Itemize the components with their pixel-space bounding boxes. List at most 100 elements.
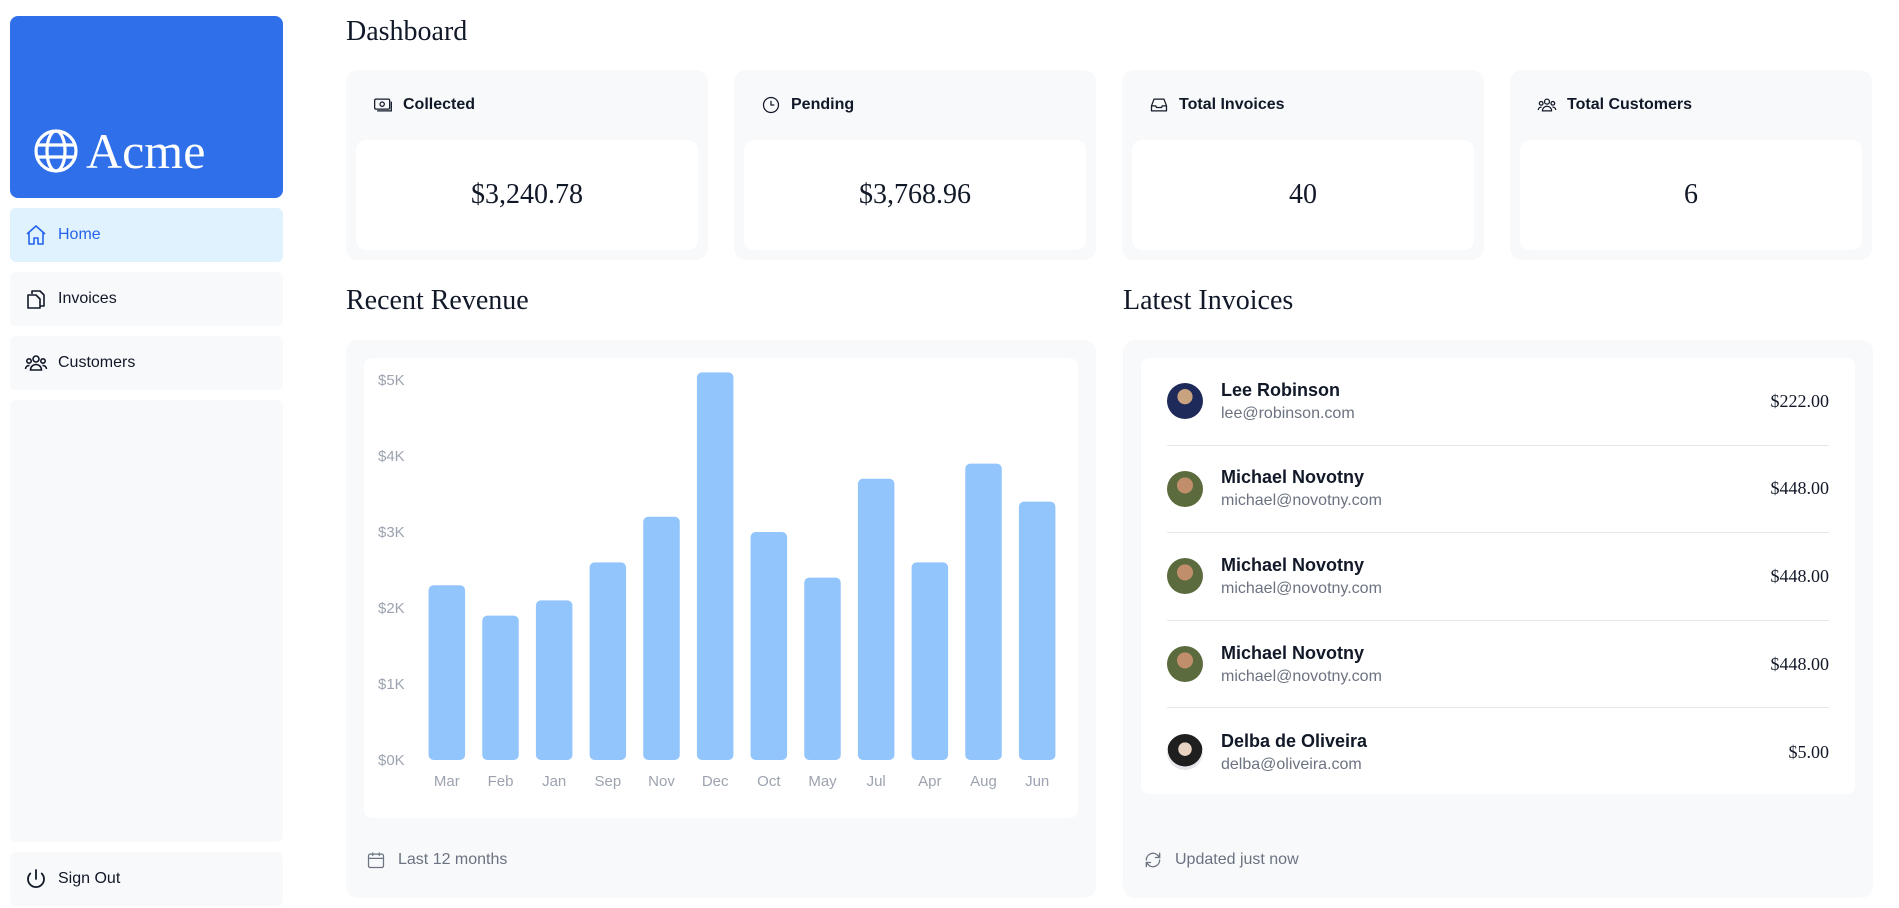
card-label: Total Invoices bbox=[1179, 96, 1285, 113]
sidebar: Acme Home Invoices Customers Sign Out bbox=[10, 16, 283, 906]
invoice-row[interactable]: Lee Robinson lee@robinson.com $222.00 bbox=[1167, 358, 1829, 446]
x-tick-label: Apr bbox=[918, 773, 941, 790]
revenue-bar bbox=[589, 562, 627, 760]
customer-name: Lee Robinson bbox=[1221, 379, 1341, 400]
card-label: Collected bbox=[403, 96, 476, 113]
summary-cards: Collected $3,240.78 Pending $3,768.96 To… bbox=[346, 70, 1872, 260]
user-group-icon bbox=[1537, 98, 1557, 112]
main-content: Dashboard Collected $3,240.78 Pending $3… bbox=[346, 0, 1876, 908]
document-duplicate-icon bbox=[27, 290, 45, 309]
revenue-bar bbox=[696, 372, 734, 760]
avatar bbox=[1167, 383, 1203, 420]
invoice-row[interactable]: Michael Novotny michael@novotny.com $448… bbox=[1167, 621, 1829, 709]
customer-name: Michael Novotny bbox=[1221, 467, 1365, 488]
invoices-footer: Updated just now bbox=[1143, 850, 1299, 870]
card-pending: Pending $3,768.96 bbox=[734, 70, 1096, 260]
avatar bbox=[1167, 558, 1203, 595]
x-tick-label: Aug bbox=[970, 773, 997, 790]
sidebar-item-label: Customers bbox=[58, 354, 136, 371]
revenue-bar bbox=[643, 516, 680, 760]
card-total-customers: Total Customers 6 bbox=[1510, 70, 1872, 260]
avatar bbox=[1167, 470, 1203, 507]
sidebar-item-home[interactable]: Home bbox=[10, 208, 283, 262]
revenue-bar bbox=[535, 600, 573, 760]
sign-out-label: Sign Out bbox=[58, 870, 121, 887]
logo: Acme bbox=[32, 126, 205, 176]
card-value: $3,240.78 bbox=[356, 140, 698, 250]
globe-icon bbox=[34, 129, 78, 173]
y-tick-label: $4K bbox=[378, 448, 405, 465]
revenue-title: Recent Revenue bbox=[346, 285, 529, 316]
revenue-bar bbox=[1018, 501, 1056, 760]
card-header: Collected bbox=[356, 70, 698, 140]
customer-name: Michael Novotny bbox=[1221, 554, 1365, 575]
sidebar-item-label: Invoices bbox=[58, 290, 117, 307]
customer-name: Delba de Oliveira bbox=[1221, 730, 1368, 751]
invoice-list: Lee Robinson lee@robinson.com $222.00 Mi… bbox=[1141, 358, 1855, 794]
logo-banner[interactable]: Acme bbox=[10, 16, 283, 198]
y-tick-label: $1K bbox=[378, 676, 405, 693]
invoice-customer: Michael Novotny michael@novotny.com bbox=[1221, 643, 1771, 686]
arrow-path-icon bbox=[1145, 852, 1161, 868]
invoice-amount: $5.00 bbox=[1788, 741, 1830, 762]
sidebar-item-invoices[interactable]: Invoices bbox=[10, 272, 283, 326]
x-tick-label: Oct bbox=[757, 773, 781, 790]
x-tick-label: Mar bbox=[434, 773, 460, 790]
customer-email: delba@oliveira.com bbox=[1221, 755, 1362, 773]
clock-icon bbox=[762, 96, 780, 114]
card-header: Total Invoices bbox=[1132, 70, 1474, 140]
customer-email: lee@robinson.com bbox=[1221, 404, 1355, 422]
sidebar-item-customers[interactable]: Customers bbox=[10, 336, 283, 390]
invoice-customer: Michael Novotny michael@novotny.com bbox=[1221, 555, 1771, 598]
invoice-customer: Michael Novotny michael@novotny.com bbox=[1221, 467, 1771, 510]
y-tick-label: $3K bbox=[378, 524, 405, 541]
banknotes-icon bbox=[374, 98, 392, 112]
x-tick-label: Jul bbox=[867, 773, 886, 790]
invoice-customer: Lee Robinson lee@robinson.com bbox=[1221, 380, 1771, 423]
revenue-chart: $0K $1K $2K $3K $4K $5K Mar Feb Jan Sep Nov Dec Oct M… bbox=[364, 358, 1078, 818]
invoice-row[interactable]: Michael Novotny michael@novotny.com $448… bbox=[1167, 446, 1829, 534]
y-tick-label: $0K bbox=[378, 752, 405, 769]
page-title: Dashboard bbox=[346, 16, 468, 47]
card-collected: Collected $3,240.78 bbox=[346, 70, 708, 260]
customer-name: Michael Novotny bbox=[1221, 642, 1365, 663]
avatar bbox=[1167, 646, 1203, 683]
invoice-amount: $222.00 bbox=[1770, 390, 1830, 411]
avatar bbox=[1167, 734, 1203, 771]
card-value: 40 bbox=[1132, 140, 1474, 250]
customer-email: michael@novotny.com bbox=[1221, 492, 1382, 510]
revenue-footer-label: Last 12 months bbox=[398, 851, 508, 868]
y-tick-label: $5K bbox=[378, 372, 405, 389]
invoice-customer: Delba de Oliveira delba@oliveira.com bbox=[1221, 731, 1789, 774]
card-value: $3,768.96 bbox=[744, 140, 1086, 250]
latest-invoices-panel: Lee Robinson lee@robinson.com $222.00 Mi… bbox=[1123, 340, 1873, 898]
card-header: Pending bbox=[744, 70, 1086, 140]
customer-email: michael@novotny.com bbox=[1221, 579, 1382, 597]
latest-invoices-title: Latest Invoices bbox=[1123, 285, 1294, 316]
home-icon bbox=[26, 225, 46, 245]
revenue-bar bbox=[428, 585, 466, 760]
card-value: 6 bbox=[1520, 140, 1862, 250]
revenue-footer: Last 12 months bbox=[366, 850, 507, 870]
logo-text: Acme bbox=[86, 123, 206, 179]
x-tick-label: Feb bbox=[488, 773, 514, 790]
card-label: Pending bbox=[791, 96, 855, 113]
inbox-icon bbox=[1150, 98, 1168, 112]
x-tick-label: Jun bbox=[1025, 773, 1049, 790]
y-tick-label: $2K bbox=[378, 600, 405, 617]
invoice-row[interactable]: Michael Novotny michael@novotny.com $448… bbox=[1167, 533, 1829, 621]
x-tick-label: Sep bbox=[594, 773, 621, 790]
revenue-bar bbox=[911, 562, 949, 760]
card-label: Total Customers bbox=[1567, 96, 1693, 113]
power-icon bbox=[27, 869, 45, 889]
invoice-amount: $448.00 bbox=[1770, 653, 1830, 674]
customer-email: michael@novotny.com bbox=[1221, 667, 1382, 685]
invoice-row[interactable]: Delba de Oliveira delba@oliveira.com $5.… bbox=[1167, 708, 1829, 796]
invoice-amount: $448.00 bbox=[1770, 565, 1830, 586]
invoice-amount: $448.00 bbox=[1770, 478, 1830, 499]
sign-out-button[interactable]: Sign Out bbox=[10, 852, 283, 906]
revenue-bar bbox=[750, 532, 788, 760]
x-tick-label: May bbox=[808, 773, 837, 790]
card-total-invoices: Total Invoices 40 bbox=[1122, 70, 1484, 260]
x-tick-label: Jan bbox=[542, 773, 566, 790]
